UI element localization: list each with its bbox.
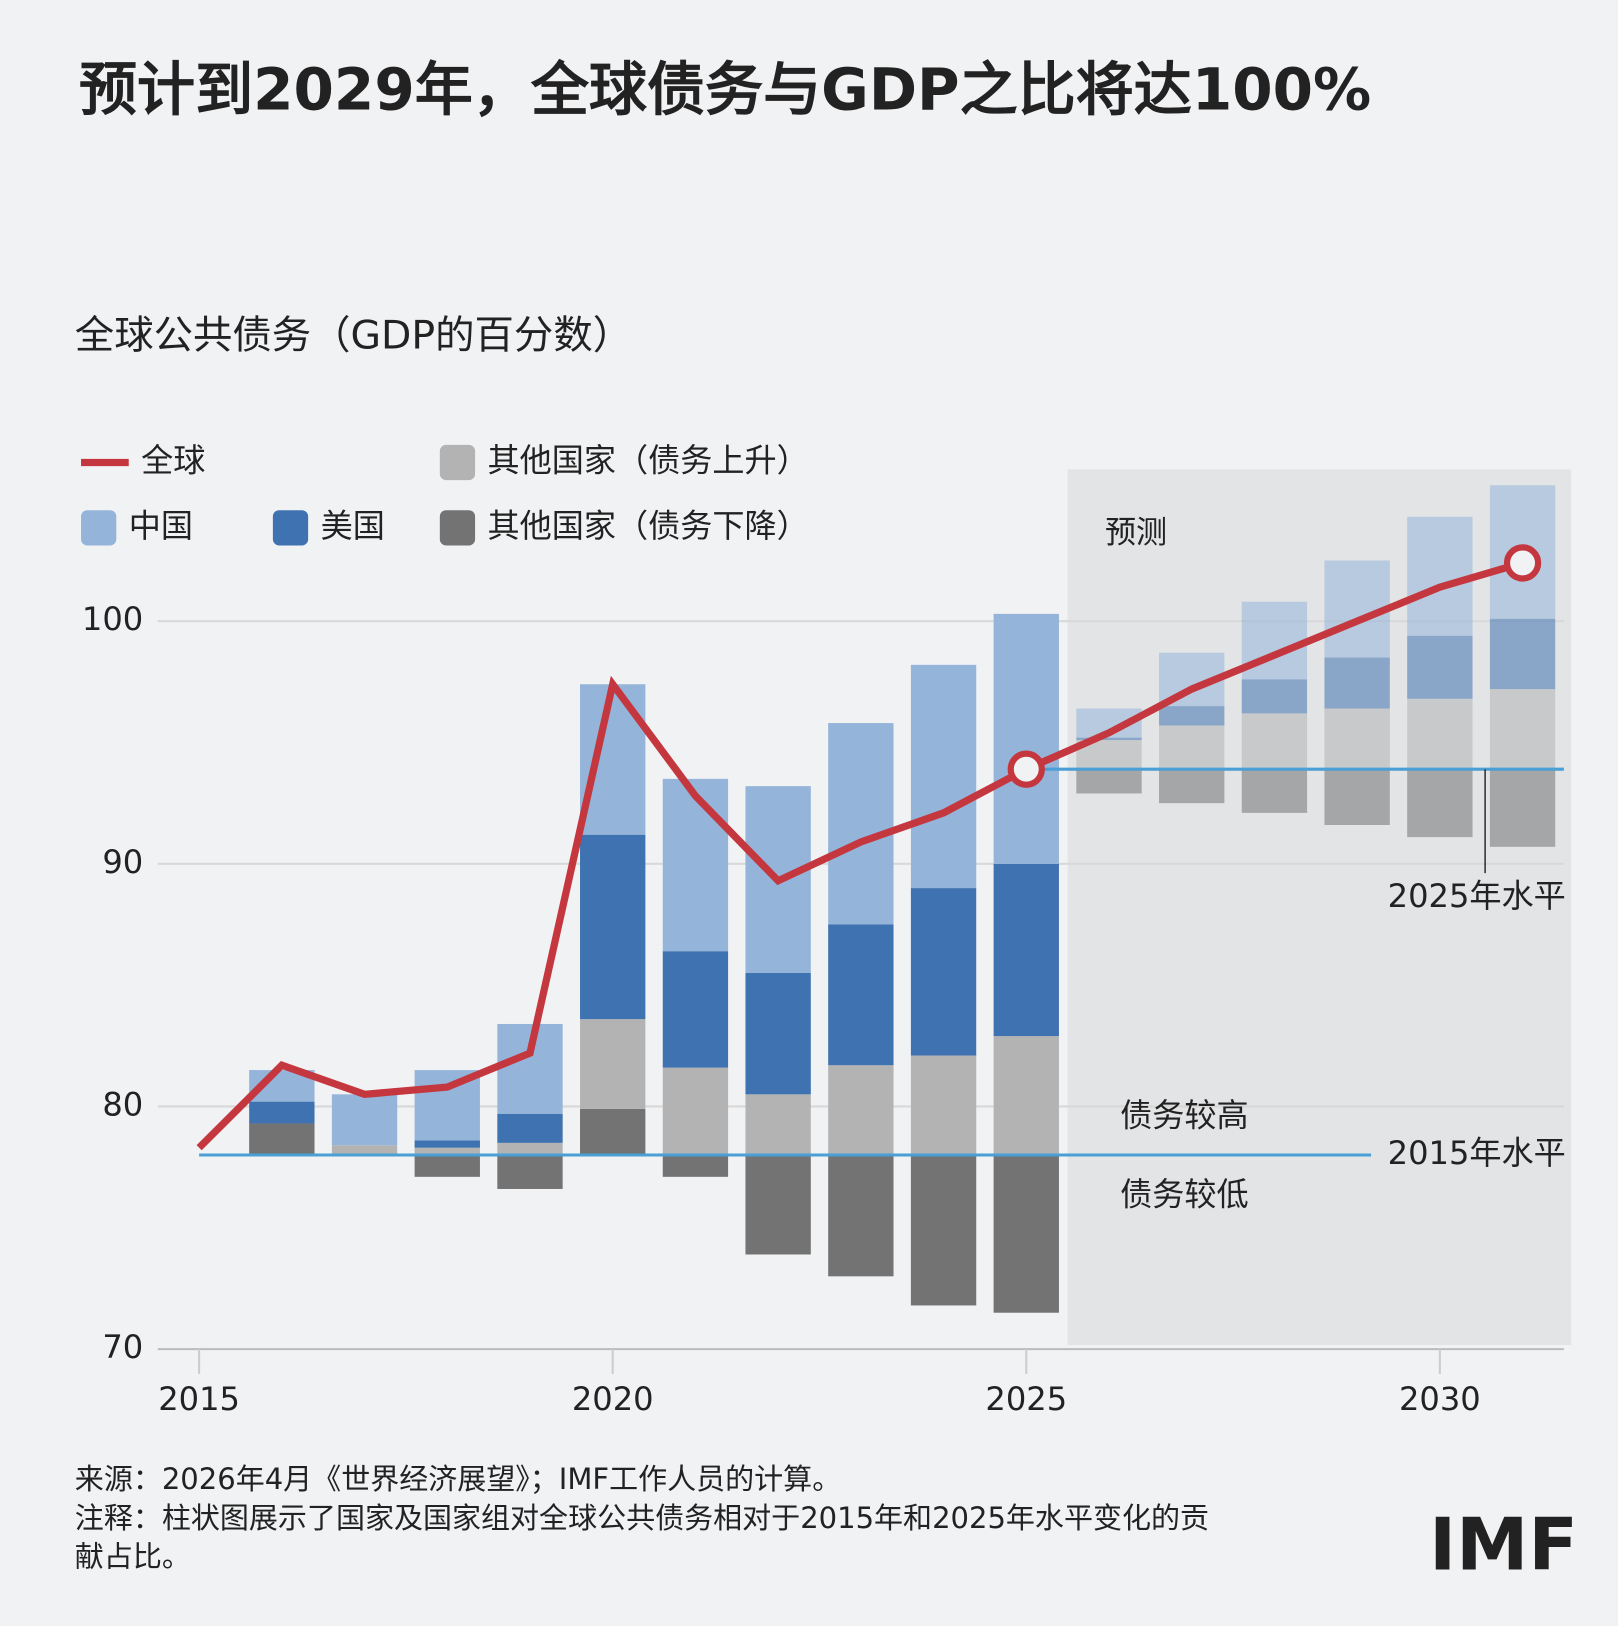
bar-segment (828, 924, 894, 1066)
bar-segment (828, 723, 894, 925)
bar-segment (580, 834, 646, 1020)
bar-segment (910, 664, 977, 889)
reference-label: 2015年水平 (1388, 1134, 1566, 1172)
bar-segment (331, 1145, 398, 1155)
note: 献占比。 (75, 1540, 191, 1574)
line (196, 559, 1524, 1151)
bar-segment (910, 888, 977, 1056)
bar-segment (993, 863, 1059, 1037)
note: 注释：柱状图展示了国家及国家组对全球公共债务相对于2015年和2025年水平变化… (75, 1501, 1209, 1535)
legend-label: 中国 (129, 507, 193, 545)
legend-label: 其他国家（债务上升） (488, 441, 809, 479)
bar-segment (497, 1142, 563, 1155)
bar-segment (993, 1036, 1059, 1155)
bar-segment (1159, 725, 1225, 770)
bar-segment (414, 1147, 480, 1155)
bar-segment (1489, 769, 1556, 847)
bar-segment (993, 613, 1059, 864)
bar-segment (828, 1065, 894, 1155)
bar-segment (1076, 769, 1142, 794)
bar-segment (662, 1067, 729, 1155)
legend-swatch (272, 510, 309, 546)
bar-segment (662, 778, 729, 952)
bar-segment (745, 973, 811, 1095)
bar-segment (1407, 635, 1473, 699)
bar-segment (1324, 708, 1390, 770)
logo: IMF (1429, 1503, 1578, 1587)
legend-swatch (439, 444, 476, 481)
bar-segment (1241, 679, 1308, 714)
bar-segment (1324, 657, 1390, 709)
plot: 预测 70 80 90 100 2015 2020 2025 2030 2015年水平 2025年水… (81, 441, 1572, 1418)
legend-label: 其他国家（债务下降） (488, 507, 809, 545)
bar-segment (1241, 713, 1308, 770)
bar-segment (1076, 737, 1142, 741)
point-marker (1503, 544, 1542, 582)
bar-segment (1324, 769, 1390, 825)
x-tick-label: 2015 (158, 1380, 240, 1418)
bar-segment (414, 1154, 480, 1177)
bar-segment (910, 1154, 977, 1306)
point-marker (1007, 750, 1045, 788)
bar-segment (249, 1123, 315, 1155)
reference-label: 2025年水平 (1388, 877, 1566, 915)
y-tick-label: 80 (102, 1085, 143, 1123)
legend-label: 全球 (141, 441, 205, 479)
bar-segment (1407, 516, 1473, 636)
bar-segment (580, 1108, 646, 1155)
bar-segment (1159, 706, 1225, 726)
bar-segment (414, 1140, 480, 1148)
x-tick-label: 2030 (1399, 1380, 1481, 1418)
bar-segment (1489, 618, 1556, 690)
annotation: 债务较低 (1120, 1175, 1249, 1213)
legend-swatch (81, 510, 117, 546)
x-tick-label: 2020 (572, 1380, 654, 1418)
bar-segment (580, 684, 646, 835)
bar-segment (497, 1154, 563, 1189)
forecast-label: 预测 (1105, 515, 1167, 551)
bar-segment (993, 1154, 1059, 1313)
bar-segment (1159, 769, 1225, 804)
bar-segment (580, 1019, 646, 1109)
bar-segment (1489, 689, 1556, 770)
bar-segment (745, 1094, 811, 1155)
bar-segment (1407, 769, 1473, 838)
legend-label: 美国 (321, 507, 385, 545)
y-tick-label: 70 (102, 1328, 143, 1366)
y-tick-label: 90 (102, 843, 143, 881)
source: 来源：2026年4月《世界经济展望》；IMF工作人员的计算。 (75, 1462, 841, 1496)
bar-segment (662, 951, 729, 1068)
bar-segment (249, 1101, 315, 1124)
bar-segment (745, 1154, 811, 1255)
bar-segment (662, 1154, 729, 1177)
chart-title: 预计到2029年，全球债务与GDP之比将达100% (79, 55, 1371, 123)
y-tick-label: 100 (82, 600, 143, 638)
bar-segment (828, 1154, 894, 1277)
legend-swatch (439, 510, 476, 546)
bar-segment (331, 1094, 398, 1146)
bar-segment (1407, 698, 1473, 770)
bar-segment (910, 1055, 977, 1155)
chart-subtitle: 全球公共债务（GDP的百分数） (75, 313, 632, 359)
annotation: 债务较高 (1120, 1097, 1249, 1135)
x-tick-label: 2025 (985, 1380, 1067, 1418)
forecast-region (1067, 469, 1572, 1345)
bar-segment (1241, 769, 1308, 813)
bar-segment (497, 1113, 563, 1143)
